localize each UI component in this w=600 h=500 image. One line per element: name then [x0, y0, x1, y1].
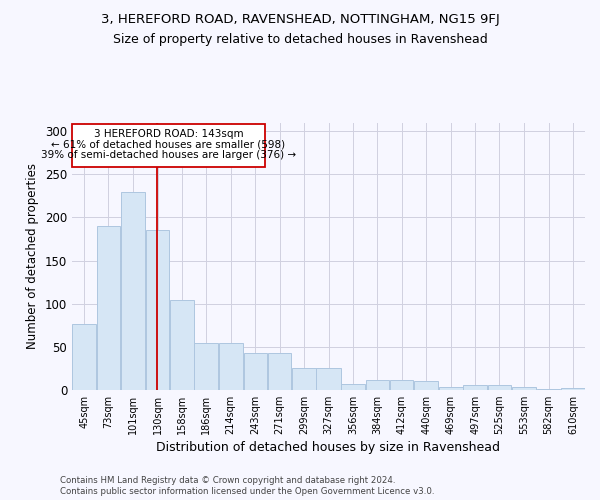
Text: Contains public sector information licensed under the Open Government Licence v3: Contains public sector information licen…	[60, 488, 434, 496]
Bar	[365, 380, 389, 390]
Text: Contains HM Land Registry data © Crown copyright and database right 2024.: Contains HM Land Registry data © Crown c…	[60, 476, 395, 485]
Bar	[244, 353, 267, 390]
Bar	[121, 192, 145, 390]
FancyBboxPatch shape	[72, 124, 265, 168]
Bar	[97, 226, 120, 390]
Text: 3 HEREFORD ROAD: 143sqm: 3 HEREFORD ROAD: 143sqm	[94, 130, 243, 140]
Bar	[170, 300, 194, 390]
Bar	[292, 368, 316, 390]
Bar	[537, 389, 560, 390]
Bar	[561, 388, 584, 390]
Bar	[439, 386, 463, 390]
Bar	[341, 384, 365, 390]
Bar	[73, 324, 96, 390]
Bar	[268, 353, 292, 390]
X-axis label: Distribution of detached houses by size in Ravenshead: Distribution of detached houses by size …	[157, 442, 500, 454]
Bar	[488, 385, 511, 390]
Text: 39% of semi-detached houses are larger (376) →: 39% of semi-detached houses are larger (…	[41, 150, 296, 160]
Y-axis label: Number of detached properties: Number of detached properties	[26, 163, 40, 349]
Bar	[316, 368, 341, 390]
Text: ← 61% of detached houses are smaller (598): ← 61% of detached houses are smaller (59…	[52, 140, 286, 150]
Bar	[146, 230, 169, 390]
Bar	[194, 342, 218, 390]
Text: Size of property relative to detached houses in Ravenshead: Size of property relative to detached ho…	[113, 32, 487, 46]
Bar	[512, 388, 536, 390]
Bar	[218, 342, 243, 390]
Text: 3, HEREFORD ROAD, RAVENSHEAD, NOTTINGHAM, NG15 9FJ: 3, HEREFORD ROAD, RAVENSHEAD, NOTTINGHAM…	[101, 12, 499, 26]
Bar	[390, 380, 413, 390]
Bar	[463, 385, 487, 390]
Bar	[414, 382, 439, 390]
